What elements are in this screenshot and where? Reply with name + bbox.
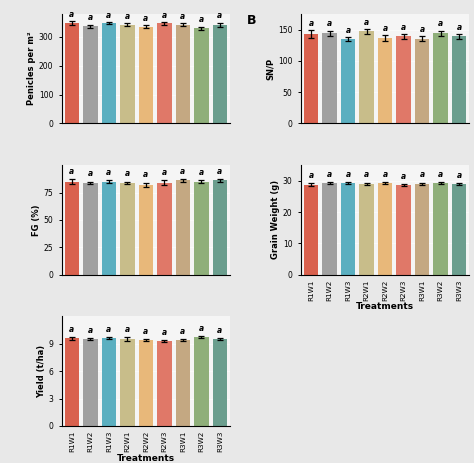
Text: a: a <box>217 12 222 20</box>
Bar <box>452 37 466 124</box>
Text: a: a <box>143 170 148 179</box>
Text: B: B <box>247 14 256 27</box>
Bar <box>359 31 374 124</box>
Text: a: a <box>346 25 351 35</box>
Y-axis label: Penicles per m²: Penicles per m² <box>27 32 36 106</box>
Text: a: a <box>438 170 443 179</box>
Y-axis label: Yield (t/ha): Yield (t/ha) <box>36 344 46 398</box>
Bar <box>378 183 392 275</box>
Bar <box>415 39 429 124</box>
Text: a: a <box>162 11 167 19</box>
Text: a: a <box>69 10 74 19</box>
X-axis label: Treatments: Treatments <box>117 454 175 463</box>
Bar <box>138 340 153 426</box>
Bar <box>304 34 318 124</box>
Y-axis label: SN/P: SN/P <box>266 57 275 80</box>
Text: a: a <box>199 168 204 177</box>
Bar <box>396 185 411 275</box>
Bar <box>304 185 318 275</box>
Bar <box>396 37 411 124</box>
Y-axis label: Grain Weight (g): Grain Weight (g) <box>271 181 280 259</box>
Bar <box>213 181 227 275</box>
Bar <box>83 26 98 124</box>
Text: a: a <box>69 325 74 333</box>
Bar <box>194 28 209 124</box>
Text: a: a <box>88 13 93 22</box>
Text: a: a <box>180 12 185 21</box>
Text: a: a <box>162 168 167 177</box>
Bar <box>157 341 172 426</box>
Bar <box>452 184 466 275</box>
Bar <box>138 185 153 275</box>
Bar <box>120 339 135 426</box>
Bar <box>83 339 98 426</box>
Bar <box>194 338 209 426</box>
Text: a: a <box>143 327 148 336</box>
Bar <box>341 39 355 124</box>
Bar <box>101 23 116 124</box>
Bar <box>213 339 227 426</box>
Text: a: a <box>199 324 204 333</box>
Text: a: a <box>401 172 406 181</box>
Bar <box>120 183 135 275</box>
Text: a: a <box>217 167 222 176</box>
Text: a: a <box>106 325 111 334</box>
Bar <box>138 26 153 124</box>
Text: a: a <box>106 168 111 177</box>
Text: a: a <box>419 25 425 34</box>
Bar <box>415 184 429 275</box>
Bar <box>341 183 355 275</box>
Bar <box>64 338 79 426</box>
Bar <box>322 183 337 275</box>
Text: a: a <box>180 327 185 336</box>
Bar <box>83 183 98 275</box>
Text: a: a <box>438 19 443 28</box>
Text: a: a <box>383 170 388 179</box>
Text: a: a <box>88 169 93 178</box>
Bar <box>433 183 448 275</box>
Bar <box>101 338 116 426</box>
Text: a: a <box>125 169 130 178</box>
Text: a: a <box>309 19 314 28</box>
Bar <box>359 184 374 275</box>
Bar <box>322 33 337 124</box>
Bar <box>101 181 116 275</box>
Text: a: a <box>217 325 222 335</box>
Bar <box>64 181 79 275</box>
Text: a: a <box>180 167 185 176</box>
Bar <box>213 25 227 124</box>
Bar <box>176 181 190 275</box>
Text: a: a <box>143 14 148 23</box>
Text: a: a <box>419 170 425 179</box>
Text: a: a <box>364 170 369 179</box>
Text: a: a <box>401 23 406 31</box>
Bar <box>194 181 209 275</box>
Text: a: a <box>162 328 167 337</box>
Y-axis label: FG (%): FG (%) <box>32 204 41 236</box>
Bar <box>157 183 172 275</box>
Text: a: a <box>327 19 332 28</box>
Text: a: a <box>106 11 111 19</box>
Text: a: a <box>125 12 130 21</box>
Text: a: a <box>456 23 462 31</box>
Bar <box>157 24 172 124</box>
Bar <box>64 24 79 124</box>
Text: a: a <box>199 15 204 25</box>
Text: a: a <box>364 18 369 26</box>
X-axis label: Treatments: Treatments <box>356 302 414 311</box>
Text: a: a <box>346 169 351 179</box>
Text: a: a <box>456 171 462 180</box>
Text: a: a <box>88 325 93 335</box>
Bar <box>176 25 190 124</box>
Bar <box>176 340 190 426</box>
Text: a: a <box>327 170 332 179</box>
Text: a: a <box>309 171 314 180</box>
Bar <box>120 25 135 124</box>
Text: a: a <box>125 325 130 334</box>
Bar <box>378 38 392 124</box>
Text: a: a <box>69 167 74 176</box>
Text: a: a <box>383 24 388 33</box>
Bar <box>433 33 448 124</box>
